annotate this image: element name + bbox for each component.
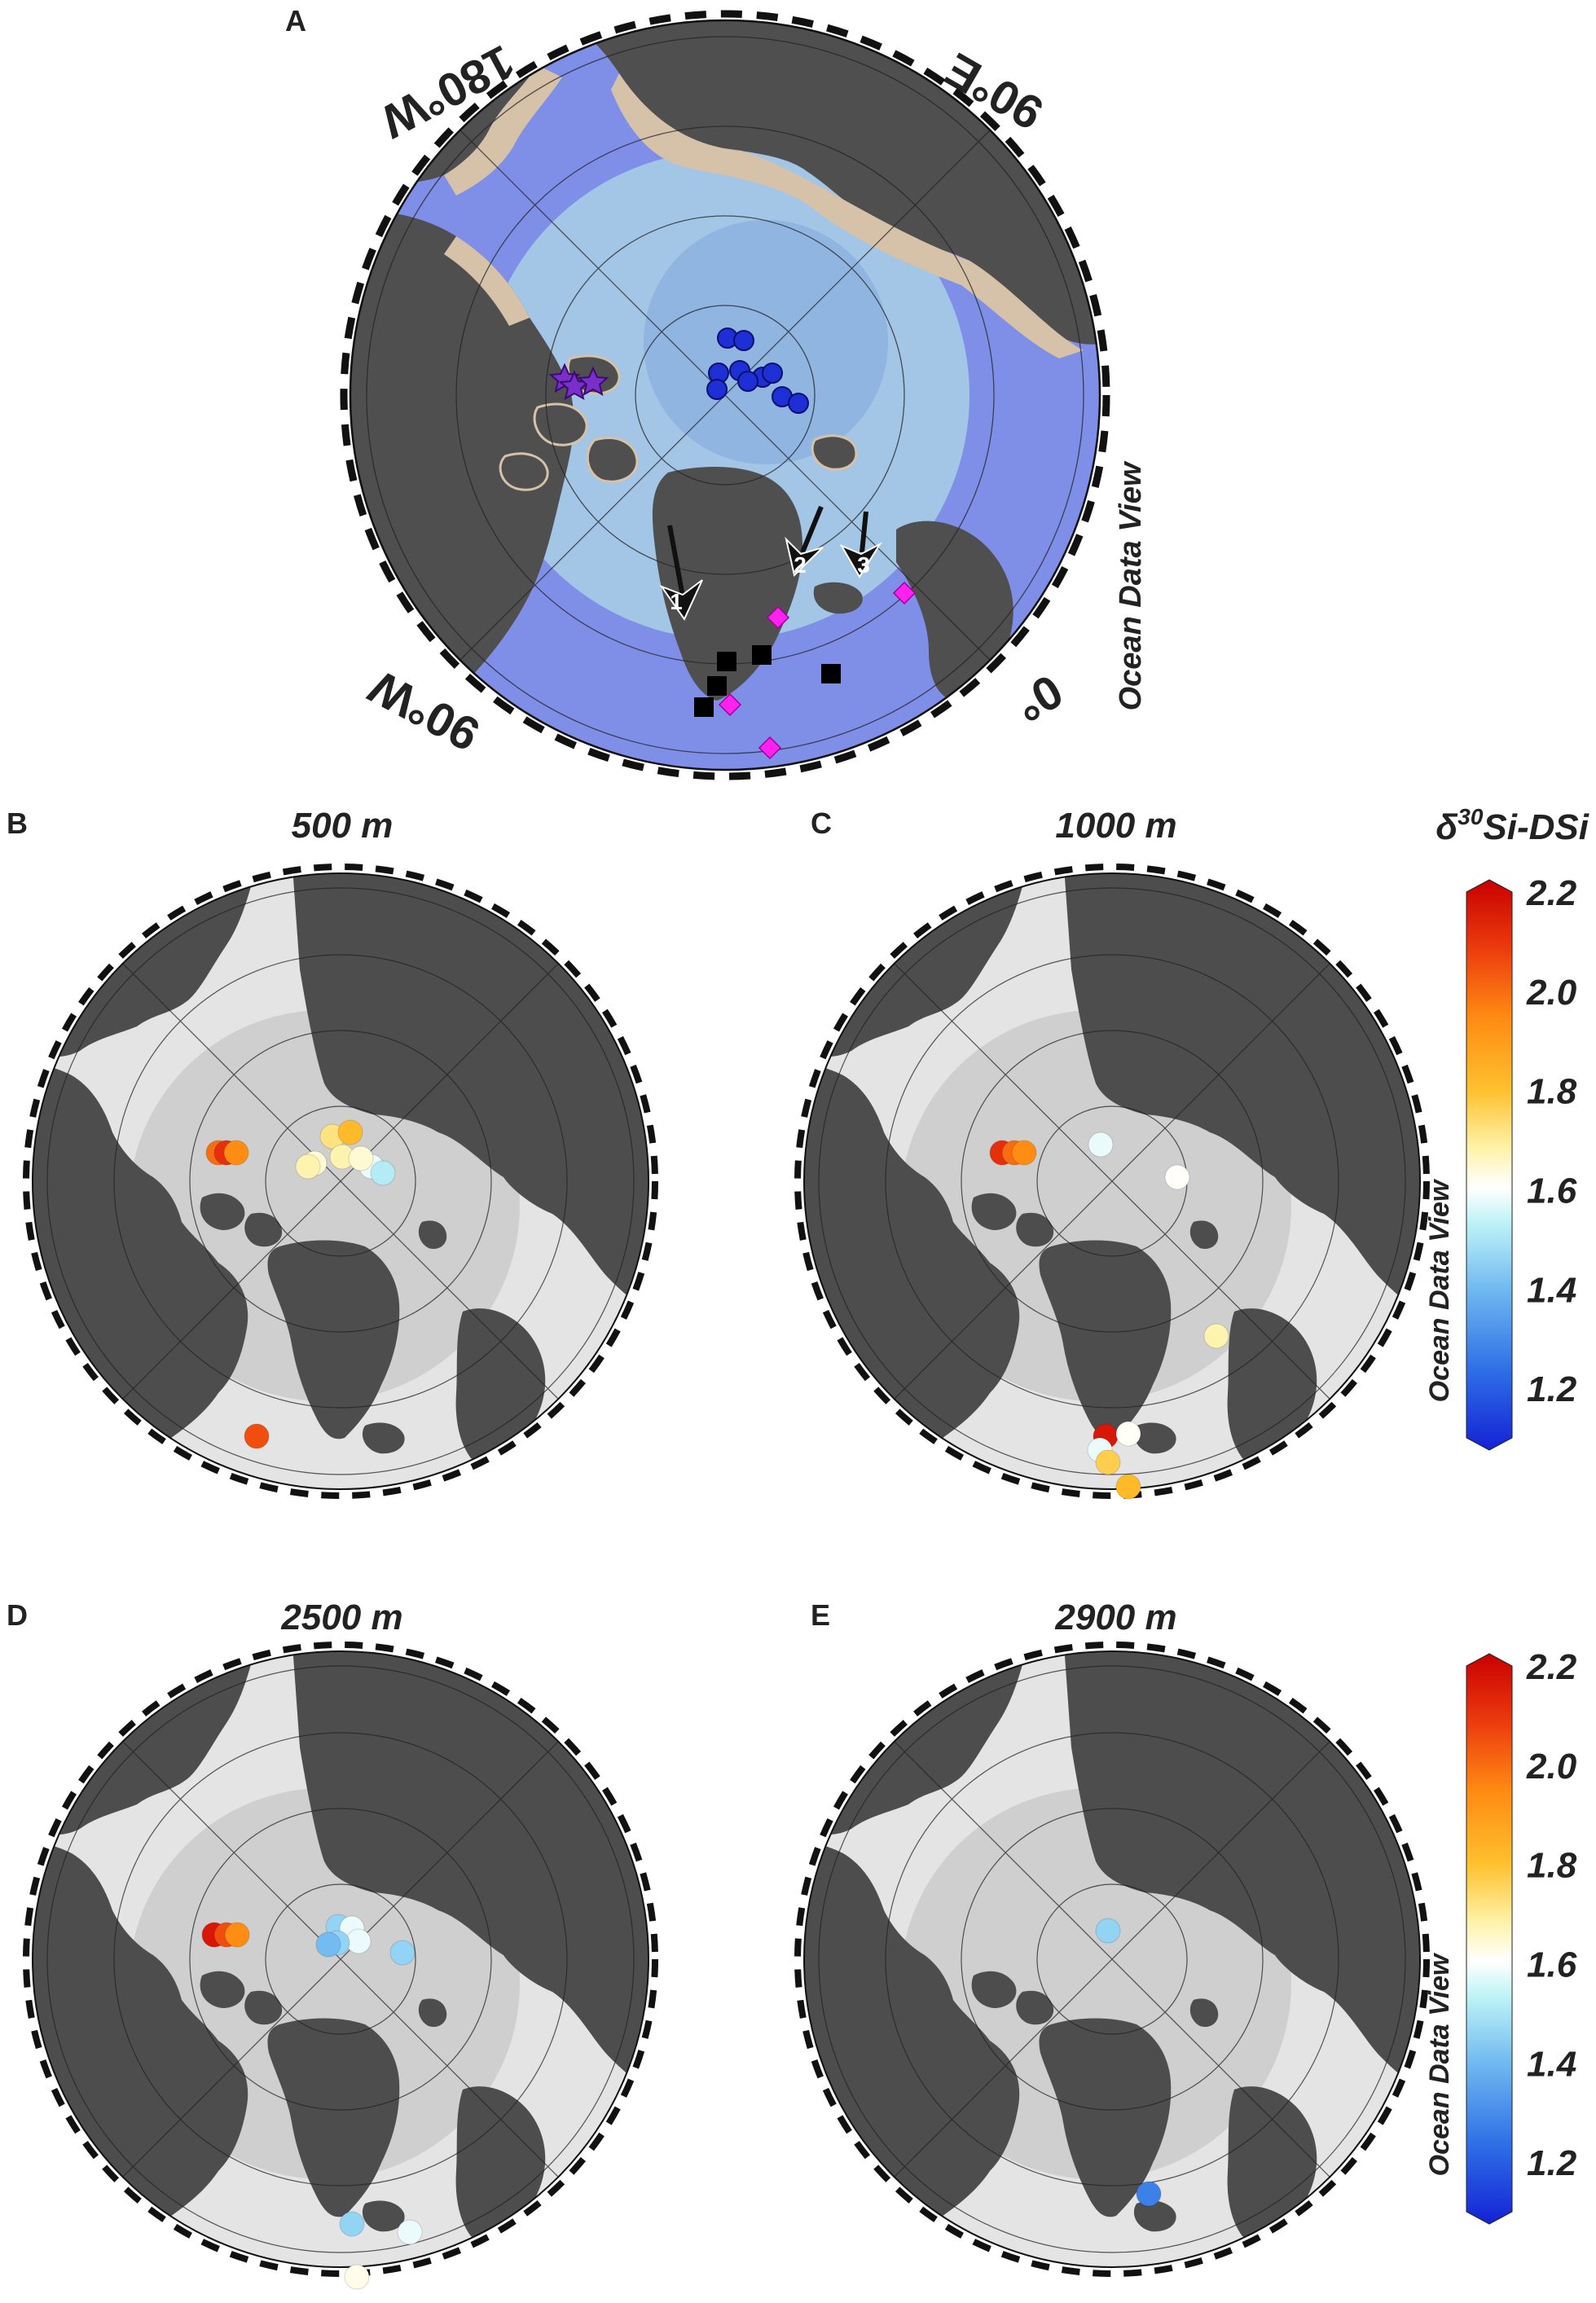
depth-title-c: 1000 m: [1055, 806, 1176, 846]
small-panel-labels: B 500 m C 1000 m D 2500 m E 2900 m: [7, 806, 1177, 1637]
depth-title-b: 500 m: [292, 806, 394, 846]
colorbar-gradient: [1466, 1653, 1513, 2225]
arrow-label-1: 1: [670, 589, 683, 614]
data-point: [1115, 1421, 1141, 1447]
data-point: [1088, 1132, 1114, 1158]
data-point: [337, 1119, 363, 1145]
panel-letter-c: C: [811, 806, 832, 840]
circulation-arrows: [659, 505, 882, 622]
data-point: [389, 1940, 415, 1966]
colorbar-tick-label: 1.6: [1527, 1171, 1577, 1211]
panel-c-map: [794, 864, 1430, 1500]
data-point: [1095, 1449, 1121, 1475]
colorbar-gradient: [1466, 879, 1513, 1451]
colorbar-tick-label: 1.8: [1527, 1072, 1577, 1112]
diamond-markers: [718, 581, 917, 760]
colorbar-title: δ30Si-DSi: [1436, 804, 1589, 847]
depth-title-d: 2500 m: [280, 1598, 402, 1637]
panel-letter-e: E: [811, 1598, 830, 1632]
arrow-label-3: 3: [857, 552, 870, 578]
colorbar-tick-label: 1.8: [1527, 1846, 1577, 1886]
panel-a-markers: [548, 327, 917, 760]
panel-letter-d: D: [7, 1598, 28, 1632]
data-point: [345, 1928, 372, 1954]
data-point: [1164, 1164, 1190, 1190]
data-point: [224, 1922, 250, 1948]
data-point: [348, 1145, 374, 1171]
data-point: [1011, 1140, 1037, 1166]
colorbar-top: 2.2 2.0 1.8 1.6 1.4 1.2 Ocean Data View: [1424, 873, 1577, 1451]
arrow-1: [659, 525, 703, 622]
star-markers: [548, 363, 609, 400]
panel-letter-a: A: [285, 4, 306, 37]
data-point: [397, 2219, 423, 2245]
odv-credit-colorbar: Ocean Data View: [1424, 1178, 1455, 1402]
panel-b-map: [23, 864, 658, 1499]
colorbar-tick-label: 1.4: [1527, 2044, 1576, 2084]
data-point: [339, 2211, 365, 2237]
colorbar-tick-label: 1.2: [1527, 2143, 1577, 2183]
lon-label-0: 0°: [1005, 664, 1071, 732]
data-point: [223, 1140, 249, 1166]
panel-e-map: [794, 1642, 1430, 2277]
colorbar-tick-label: 1.4: [1527, 1270, 1576, 1310]
arrow-label-2: 2: [794, 552, 807, 578]
data-point: [344, 2264, 370, 2290]
data-point: [315, 1932, 341, 1958]
data-point: [244, 1423, 270, 1449]
data-point: [1115, 1474, 1141, 1500]
colorbar-bottom: 2.2 2.0 1.8 1.6 1.4 1.2 Ocean Data View: [1424, 1647, 1577, 2225]
circle-markers: [706, 327, 809, 414]
data-point: [370, 1160, 396, 1186]
colorbar-tick-label: 1.2: [1527, 1369, 1577, 1409]
colorbar-tick-label: 2.2: [1526, 873, 1577, 913]
colorbar-tick-label: 2.0: [1526, 1747, 1577, 1787]
data-point: [1136, 2181, 1162, 2207]
arrow-3: [839, 511, 882, 578]
colorbar-tick-label: 2.2: [1526, 1647, 1577, 1687]
colorbar-tick-label: 1.6: [1527, 1945, 1577, 1984]
data-point: [1095, 1918, 1121, 1944]
panel-d-map: [23, 1642, 658, 2290]
odv-credit-a: Ocean Data View: [1114, 460, 1148, 710]
depth-title-e: 2900 m: [1054, 1598, 1176, 1637]
colorbar-tick-label: 2.0: [1526, 973, 1577, 1013]
odv-credit-colorbar: Ocean Data View: [1424, 1952, 1455, 2176]
data-point: [295, 1154, 321, 1180]
panel-letter-b: B: [7, 806, 28, 840]
arrow-2: [785, 505, 824, 577]
data-point: [1203, 1323, 1229, 1349]
square-markers: [694, 645, 841, 717]
